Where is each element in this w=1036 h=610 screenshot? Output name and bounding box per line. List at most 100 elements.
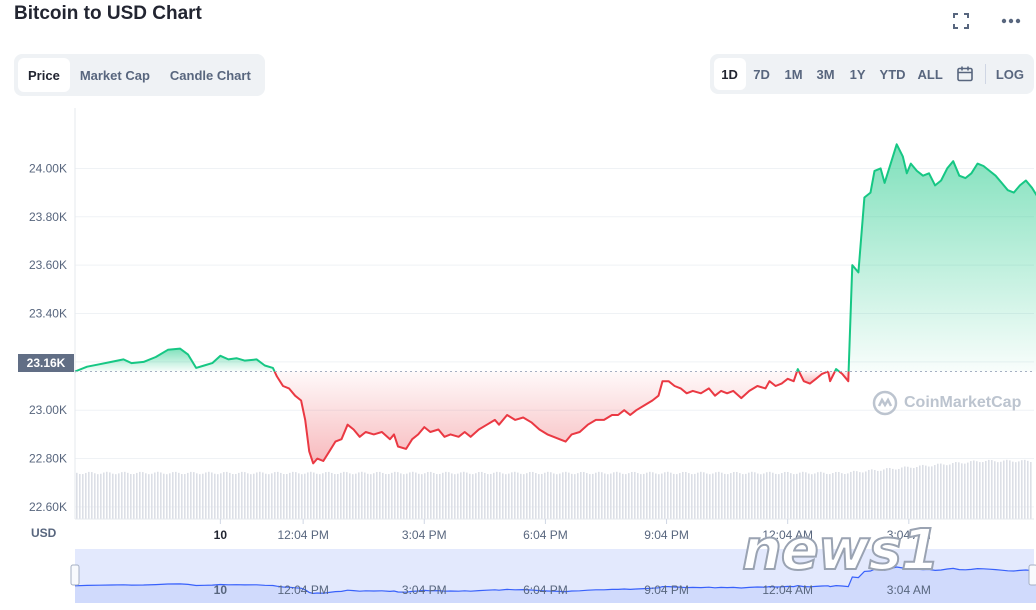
volume-bar	[649, 471, 651, 519]
volume-bar	[529, 472, 531, 519]
volume-bar	[964, 463, 966, 519]
tab-market-cap[interactable]: Market Cap	[79, 67, 150, 83]
volume-bar	[991, 460, 993, 519]
calendar-icon[interactable]	[949, 58, 981, 90]
volume-bar	[988, 459, 990, 519]
volume-bar	[652, 472, 654, 519]
volume-bar	[712, 473, 714, 519]
navigator-area	[75, 567, 1036, 603]
volume-bar	[922, 464, 924, 519]
range-ytd[interactable]: YTD	[879, 66, 906, 82]
volume-bar	[202, 473, 204, 519]
volume-bar	[220, 473, 222, 519]
volume-bar	[172, 472, 174, 519]
volume-bar	[154, 472, 156, 519]
y-tick-label: 23.60K	[29, 258, 67, 272]
volume-bar	[544, 472, 546, 519]
range-7d[interactable]: 7D	[753, 66, 770, 82]
more-icon[interactable]	[1000, 10, 1022, 32]
volume-bar	[418, 473, 420, 519]
volume-bar	[97, 474, 99, 519]
volume-bar	[748, 472, 750, 519]
volume-bar	[661, 473, 663, 519]
tab-candle-chart[interactable]: Candle Chart	[169, 67, 251, 83]
volume-bar	[934, 465, 936, 519]
range-all[interactable]: ALL	[917, 66, 943, 82]
x-tick-label: 12:04 PM	[277, 528, 328, 542]
range-1y[interactable]: 1Y	[849, 66, 866, 82]
fullscreen-icon[interactable]	[950, 10, 972, 32]
price-area	[274, 371, 798, 464]
volume-bar	[814, 473, 816, 519]
volume-bar	[994, 461, 996, 519]
currency-label: USD	[31, 526, 57, 540]
volume-bar	[337, 473, 339, 519]
volume-bar	[961, 463, 963, 519]
volume-bar	[394, 471, 396, 519]
coinmarketcap-logo-icon	[872, 390, 898, 416]
volume-bar	[628, 473, 630, 519]
volume-bar	[469, 473, 471, 519]
volume-bar	[943, 464, 945, 519]
volume-bar	[484, 473, 486, 519]
navigator-handle-right[interactable]	[1028, 564, 1036, 586]
volume-bar	[487, 474, 489, 519]
volume-bar	[913, 468, 915, 519]
volume-bar	[1030, 461, 1032, 519]
navigator-label: 6:04 PM	[523, 583, 568, 597]
volume-bar	[517, 472, 519, 519]
volume-bar	[478, 472, 480, 519]
volume-bar	[880, 470, 882, 519]
volume-bar	[514, 471, 516, 519]
volume-bar	[589, 474, 591, 519]
volume-bar	[118, 473, 120, 519]
watermark: CoinMarketCap	[872, 390, 1021, 416]
volume-bar	[1015, 462, 1017, 519]
volume-bar	[613, 472, 615, 519]
volume-bar	[160, 472, 162, 519]
navigator-handle-left[interactable]	[70, 564, 80, 586]
volume-bar	[592, 473, 594, 519]
volume-bar	[235, 474, 237, 519]
page-title: Bitcoin to USD Chart	[14, 3, 202, 24]
volume-bar	[505, 474, 507, 519]
volume-bar	[268, 474, 270, 519]
volume-bar	[304, 473, 306, 519]
volume-bar	[508, 473, 510, 519]
volume-bar	[685, 471, 687, 519]
volume-bar	[778, 474, 780, 519]
volume-bar	[127, 472, 129, 519]
volume-bar	[439, 473, 441, 519]
volume-bar	[520, 473, 522, 519]
volume-bar	[445, 471, 447, 519]
volume-bar	[1000, 461, 1002, 519]
volume-bar	[94, 473, 96, 519]
top-icons	[950, 10, 1022, 32]
volume-bar	[970, 461, 972, 519]
volume-bar	[364, 472, 366, 519]
log-toggle[interactable]: LOG	[995, 66, 1024, 82]
volume-bar	[619, 472, 621, 519]
volume-bar	[472, 474, 474, 519]
volume-bar	[430, 471, 432, 519]
volume-bar	[901, 467, 903, 519]
volume-bar	[895, 469, 897, 519]
volume-bar	[328, 471, 330, 519]
volume-bar	[538, 474, 540, 519]
volume-bar	[784, 471, 786, 519]
range-3m[interactable]: 3M	[816, 66, 835, 82]
volume-bar	[322, 473, 324, 519]
tab-price[interactable]: Price	[18, 58, 70, 92]
volume-bar	[223, 472, 225, 519]
navigator-label: 3:04 PM	[402, 583, 447, 597]
volume-bar	[688, 473, 690, 519]
volume-bar	[301, 474, 303, 519]
range-1d[interactable]: 1D	[713, 58, 746, 90]
volume-bar	[376, 472, 378, 519]
volume-bar	[574, 474, 576, 519]
volume-bar	[976, 461, 978, 519]
range-1m[interactable]: 1M	[784, 66, 803, 82]
volume-bar	[373, 473, 375, 519]
volume-bar	[493, 472, 495, 519]
volume-bar	[781, 473, 783, 519]
